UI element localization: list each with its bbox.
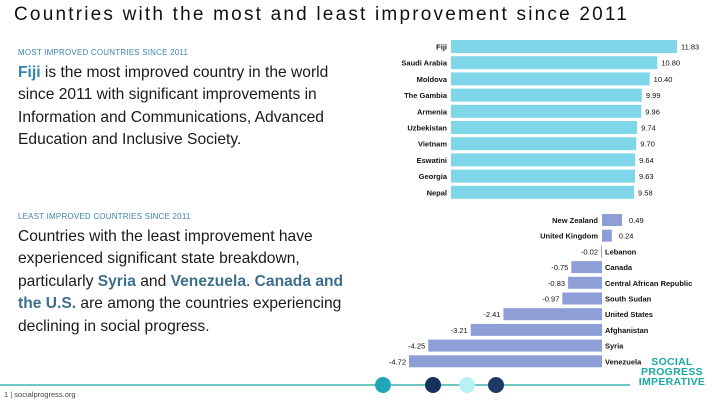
top-value-uzbekistan: 9.74 [641, 124, 656, 133]
top-value-vietnam: 9.70 [640, 140, 655, 149]
bottom-bar-new-zealand [602, 214, 623, 226]
top-category-fiji: Fiji [436, 43, 447, 52]
top-bar-nepal [451, 185, 635, 199]
top-bar-armenia [451, 104, 642, 118]
top-value-saudi-arabia: 10.80 [661, 59, 680, 68]
least-improved-text: Countries with the least improvement hav… [18, 226, 363, 338]
least-body-2: . [246, 272, 255, 290]
most-improved-label: MOST IMPROVED COUNTRIES SINCE 2011 [18, 48, 189, 57]
bottom-category-new-zealand: New Zealand [552, 216, 598, 225]
bottom-category-lebanon: Lebanon [605, 247, 637, 256]
least-body-and: and [135, 272, 171, 290]
canada-us-highlight: Canada and the U.S. [18, 272, 344, 313]
least-body-3: are among the countries experiencing dec… [18, 295, 342, 335]
top-value-nepal: 9.58 [638, 188, 653, 197]
bottom-category-syria: Syria [605, 342, 624, 351]
fiji-highlight: Fiji [18, 64, 41, 81]
decor-dot-teal [375, 377, 391, 393]
bottom-value-afghanistan: -3.21 [451, 326, 468, 335]
logo-line-3: IMPERATIVE [638, 376, 706, 388]
top-value-moldova: 10.40 [654, 75, 673, 84]
top-bar-the-gambia [451, 88, 642, 102]
bottom-category-south-sudan: South Sudan [605, 295, 652, 304]
top-bar-uzbekistan [451, 121, 638, 134]
top-category-the-gambia: The Gambia [404, 91, 448, 100]
bottom-bar-central-african-republic [568, 276, 602, 289]
top-value-fiji: 11.83 [681, 43, 699, 52]
bottom-bar-afghanistan [470, 323, 602, 336]
top-bar-vietnam [451, 137, 637, 151]
top-category-georgia: Georgia [419, 172, 448, 181]
bottom-value-syria: -4.25 [408, 342, 425, 351]
top-bar-fiji [451, 40, 677, 53]
bottom-category-united-kingdom: United Kingdom [540, 232, 598, 241]
top-value-eswatini: 9.64 [639, 156, 654, 165]
footer-text: 1 | socialprogress.org [4, 390, 76, 399]
top-value-armenia: 9.96 [645, 107, 660, 116]
logo-line-2: PROGRESS [641, 366, 703, 378]
bottom-bar-united-states [503, 308, 602, 321]
least-body-1: Countries with the least improvement hav… [18, 228, 313, 290]
bottom-category-central-african-republic: Central African Republic [605, 279, 692, 288]
venezuela-highlight: Venezuela [170, 272, 246, 290]
bottom-value-venezuela: -4.72 [389, 357, 406, 366]
bottom-category-afghanistan: Afghanistan [605, 326, 649, 335]
logo-line-1: SOCIAL [651, 356, 693, 368]
most-improved-text: Fiji is the most improved country in the… [18, 62, 358, 152]
bottom-value-canada: -0.75 [551, 263, 568, 272]
page-title: Countries with the most and least improv… [14, 4, 629, 25]
decor-dot-light [459, 377, 475, 393]
bottom-bar-canada [571, 261, 602, 274]
top-bar-georgia [451, 169, 635, 183]
top-category-vietnam: Vietnam [418, 140, 447, 149]
bottom-bar-venezuela [409, 355, 602, 368]
bottom-category-venezuela: Venezuela [605, 357, 642, 366]
top-category-uzbekistan: Uzbekistan [407, 124, 447, 133]
top-bar-saudi-arabia [451, 56, 658, 70]
top-bar-moldova [451, 72, 650, 86]
bottom-bar-south-sudan [562, 292, 602, 305]
top-category-saudi-arabia: Saudi Arabia [401, 59, 447, 68]
bottom-bar-lebanon [601, 245, 602, 258]
spi-logo: SOCIAL PROGRESS IMPERATIVE [632, 356, 712, 388]
decor-dot-dark [488, 377, 504, 393]
bottom-category-united-states: United States [605, 310, 653, 319]
bottom-value-south-sudan: -0.97 [542, 295, 559, 304]
bottom-bar-united-kingdom [602, 229, 612, 242]
bottom-value-united-states: -2.41 [483, 310, 500, 319]
bottom-value-united-kingdom: 0.24 [619, 232, 634, 241]
top-category-armenia: Armenia [417, 107, 448, 116]
top-value-the-gambia: 9.99 [646, 91, 661, 100]
syria-highlight: Syria [97, 272, 136, 290]
top-category-eswatini: Eswatini [417, 156, 447, 165]
least-improved-label: LEAST IMPROVED COUNTRIES SINCE 2011 [18, 212, 191, 221]
top-category-nepal: Nepal [427, 188, 447, 197]
top-bar-eswatini [451, 153, 636, 167]
bottom-bar-syria [428, 339, 602, 352]
bottom-category-canada: Canada [605, 263, 633, 272]
decor-dot-navy [425, 377, 441, 393]
bottom-value-central-african-republic: -0.83 [548, 279, 565, 288]
most-improved-body: is the most improved country in the worl… [18, 64, 329, 149]
top-value-georgia: 9.63 [639, 172, 654, 181]
bottom-value-lebanon: -0.02 [581, 247, 598, 256]
bottom-value-new-zealand: 0.49 [629, 216, 644, 225]
top-category-moldova: Moldova [417, 75, 448, 84]
